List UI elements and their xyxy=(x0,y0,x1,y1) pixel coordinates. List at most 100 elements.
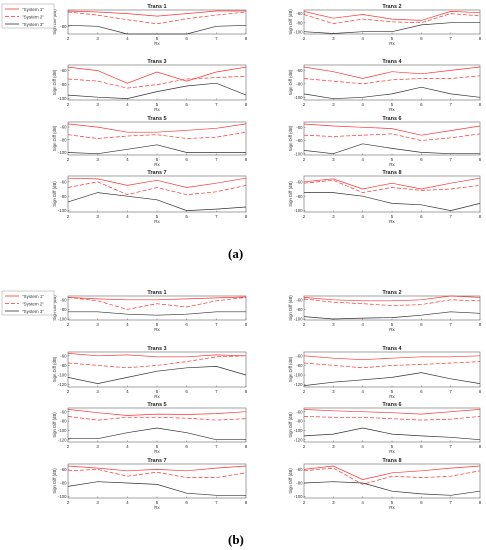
x-tick-label: 2 xyxy=(67,36,70,41)
x-axis-label: Rx xyxy=(389,107,395,112)
chart-title: Trans 5 xyxy=(147,116,166,122)
y-tick-label: -80 xyxy=(60,137,67,142)
x-tick-label: 8 xyxy=(245,157,248,162)
y-axis-label: Sign Diff (dB) xyxy=(52,9,57,35)
x-tick-label: 5 xyxy=(156,389,159,394)
x-tick-label: 4 xyxy=(126,322,129,327)
y-tick-label: -100 xyxy=(58,150,67,155)
series-line-2 xyxy=(303,298,481,306)
x-tick-label: 8 xyxy=(245,500,248,505)
x-tick-label: 7 xyxy=(215,157,218,162)
x-tick-label: 2 xyxy=(303,36,306,41)
y-tick-label: -60 xyxy=(296,409,303,414)
x-tick-label: 8 xyxy=(479,444,482,449)
series-line-2 xyxy=(303,416,481,421)
x-tick-label: 2 xyxy=(303,102,306,107)
series-line-1 xyxy=(303,177,481,190)
x-tick-label: 3 xyxy=(96,389,99,394)
x-tick-label: 2 xyxy=(67,214,70,219)
y-tick-label: -80 xyxy=(296,20,303,25)
x-tick-label: 3 xyxy=(332,36,335,41)
y-tick-label: -80 xyxy=(296,419,303,424)
y-axis-label: Sign Diff (dB) xyxy=(288,69,293,95)
series-line-1 xyxy=(303,409,481,415)
series-line-2 xyxy=(67,131,247,139)
x-tick-label: 5 xyxy=(156,500,159,505)
y-axis-label: Sign Diff (dB) xyxy=(288,181,293,207)
series-line-3 xyxy=(67,481,246,496)
series-line-3 xyxy=(67,144,246,155)
chart-title: Trans 5 xyxy=(147,402,166,408)
x-tick-label: 4 xyxy=(126,102,129,107)
x-tick-label: 2 xyxy=(303,322,306,327)
series-line-3 xyxy=(67,24,247,35)
x-tick-label: 7 xyxy=(215,500,218,505)
x-axis-label: Rx xyxy=(154,107,160,112)
x-tick-label: 5 xyxy=(391,157,394,162)
y-axis-label: Sign Diff (dB) xyxy=(288,125,293,151)
y-tick-label: -80 xyxy=(296,194,303,199)
plot-frame xyxy=(303,175,481,213)
x-tick-label: 6 xyxy=(420,389,423,394)
legend-label: "System 2" xyxy=(22,14,44,19)
series-line-1 xyxy=(303,11,481,21)
x-tick-label: 8 xyxy=(245,444,248,449)
x-axis-label: Rx xyxy=(154,327,160,332)
x-tick-label: 4 xyxy=(361,389,364,394)
y-tick-label: -80 xyxy=(296,138,303,143)
x-tick-label: 4 xyxy=(126,36,129,41)
x-tick-label: 2 xyxy=(67,157,70,162)
series-line-3 xyxy=(303,372,481,386)
x-tick-label: 8 xyxy=(479,500,482,505)
y-axis-label: Sign Diff (dB) xyxy=(288,295,293,321)
panel-b-caption: (b) xyxy=(228,532,244,547)
x-tick-label: 8 xyxy=(479,157,482,162)
chart-title: Trans 3 xyxy=(147,346,166,352)
series-line-2 xyxy=(303,467,481,485)
y-axis-label: Sign Diff (dB) xyxy=(52,468,57,494)
y-axis-label: Sign Diff (dB) xyxy=(52,356,57,382)
y-tick-label: -80 xyxy=(60,481,67,486)
series-line-2 xyxy=(67,75,247,89)
y-tick-label: -100 xyxy=(294,208,303,213)
series-line-3 xyxy=(303,22,480,34)
x-tick-label: 3 xyxy=(332,444,335,449)
y-tick-label: -60 xyxy=(60,467,67,472)
y-tick-label: -60 xyxy=(296,467,303,472)
x-tick-label: 5 xyxy=(156,322,159,327)
y-tick-label: -80 xyxy=(60,194,67,199)
series-line-2 xyxy=(303,361,481,369)
x-tick-label: 8 xyxy=(245,322,248,327)
y-tick-label: -80 xyxy=(60,419,67,424)
x-tick-label: 7 xyxy=(449,444,452,449)
chart-title: Trans 2 xyxy=(382,290,401,296)
x-tick-label: 2 xyxy=(303,444,306,449)
x-tick-label: 8 xyxy=(479,389,482,394)
y-tick-label: -100 xyxy=(294,317,303,322)
x-tick-label: 8 xyxy=(479,322,482,327)
y-tick-label: -100 xyxy=(294,373,303,378)
series-line-3 xyxy=(303,86,481,100)
plot-frame xyxy=(67,351,247,388)
x-tick-label: 2 xyxy=(303,214,306,219)
series-line-1 xyxy=(67,66,247,84)
y-tick-label: -60 xyxy=(296,125,303,130)
x-tick-label: 5 xyxy=(391,389,394,394)
x-tick-label: 3 xyxy=(96,214,99,219)
y-tick-label: -100 xyxy=(58,208,67,213)
x-tick-label: 5 xyxy=(156,214,159,219)
y-tick-label: -80 xyxy=(296,481,303,486)
x-tick-label: 8 xyxy=(245,389,248,394)
series-line-3 xyxy=(303,427,481,441)
series-line-1 xyxy=(67,177,247,188)
x-axis-label: Rx xyxy=(154,219,160,224)
series-line-2 xyxy=(303,13,481,24)
x-tick-label: 8 xyxy=(479,36,482,41)
x-tick-label: 5 xyxy=(391,444,394,449)
x-axis-label: Rx xyxy=(154,449,160,454)
x-axis-label: Rx xyxy=(154,162,160,167)
x-tick-label: 7 xyxy=(215,444,218,449)
y-axis-label: Sign Diff (dB) xyxy=(288,412,293,438)
x-tick-label: 3 xyxy=(96,102,99,107)
